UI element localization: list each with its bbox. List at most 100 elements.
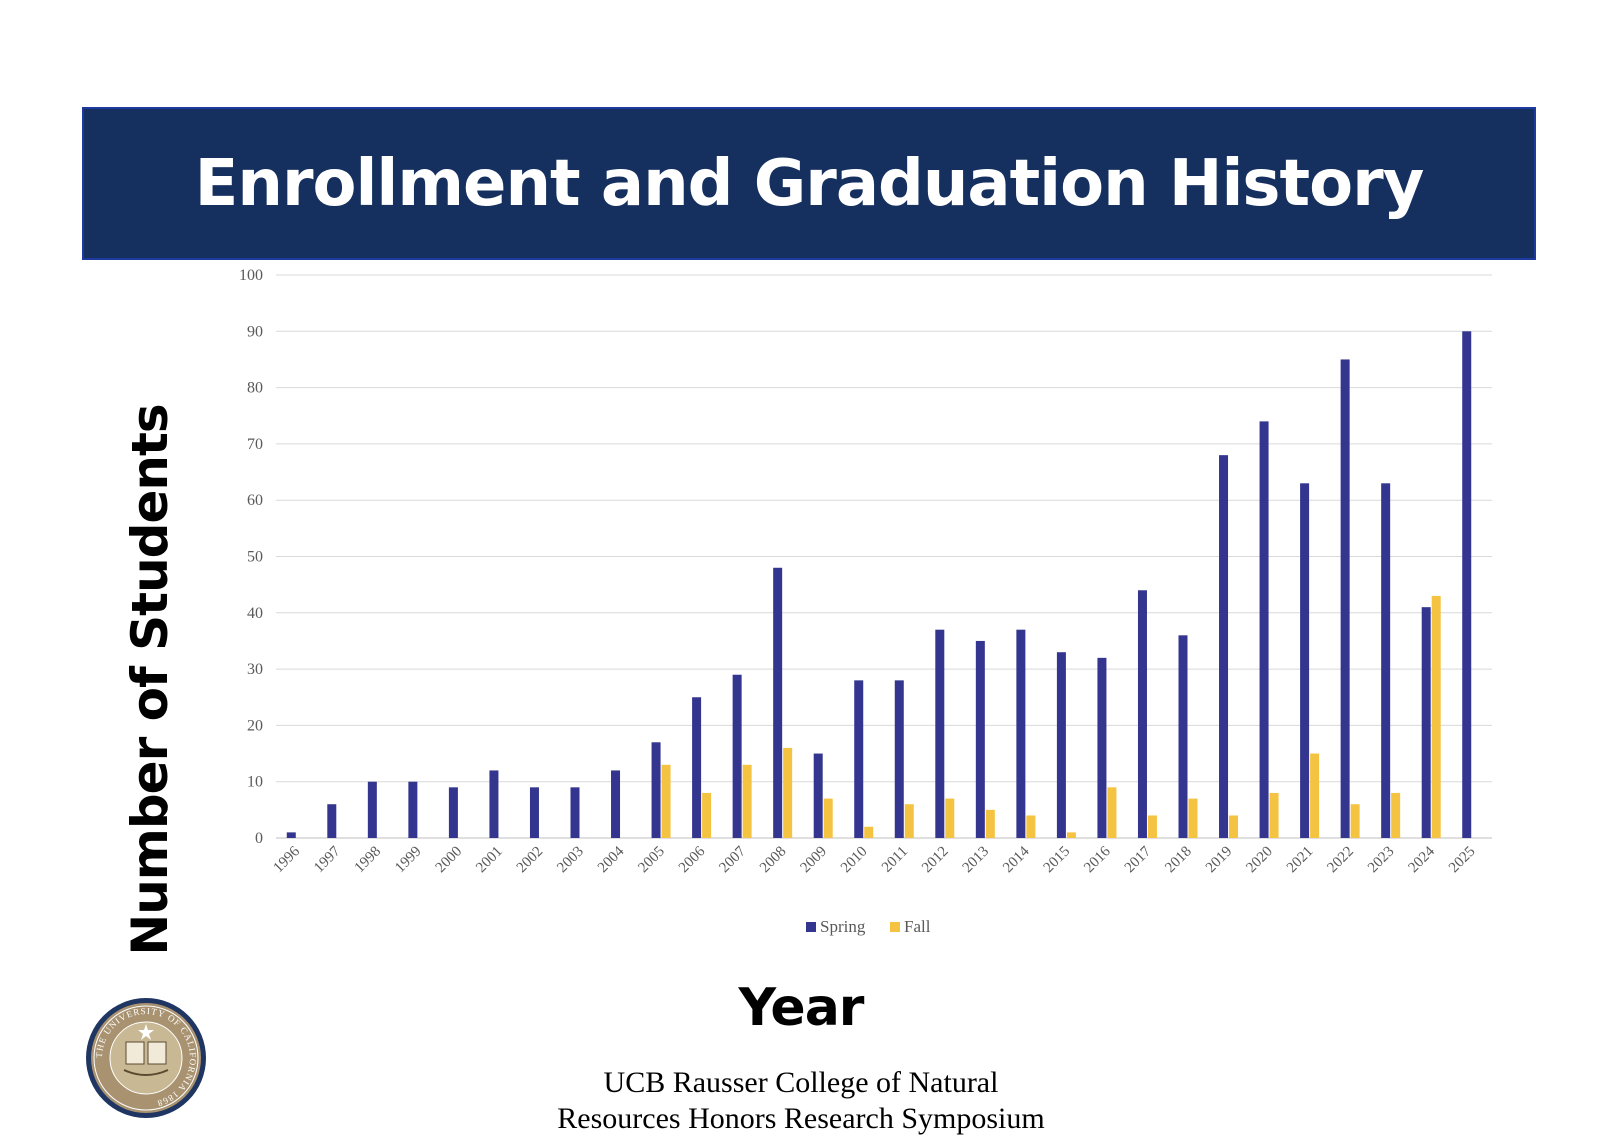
y-tick-label: 0	[255, 830, 263, 847]
y-tick-label: 80	[247, 380, 263, 397]
x-tick-label: 1996	[271, 843, 304, 876]
bar-spring-2020	[1259, 421, 1269, 838]
x-tick-label: 2003	[554, 844, 587, 877]
y-axis-label-wrap: Number of Students	[110, 380, 190, 980]
bar-fall-2010	[864, 826, 874, 838]
university-seal-icon: THE UNIVERSITY OF CALIFORNIA 1868	[86, 998, 206, 1118]
bar-spring-2014	[1016, 629, 1026, 838]
bar-fall-2011	[904, 804, 914, 838]
x-tick-label: 2020	[1243, 844, 1276, 877]
y-tick-label: 20	[247, 717, 263, 734]
bar-spring-2011	[894, 680, 904, 838]
x-tick-label: 2007	[716, 843, 749, 876]
x-tick-label: 2009	[798, 844, 831, 877]
x-tick-label: 2021	[1284, 844, 1317, 877]
x-tick-label: 2014	[1000, 843, 1033, 876]
x-tick-label: 2025	[1446, 844, 1479, 877]
bar-spring-2019	[1219, 455, 1229, 838]
bar-spring-2009	[813, 753, 823, 838]
footer-line-2: Resources Honors Research Symposium	[557, 1102, 1045, 1135]
y-tick-label: 100	[239, 267, 263, 284]
bar-fall-2013	[985, 809, 995, 838]
bar-spring-2006	[692, 697, 702, 838]
y-tick-label: 70	[247, 436, 263, 453]
bar-fall-2020	[1269, 792, 1279, 838]
y-tick-label: 50	[247, 549, 263, 566]
x-tick-label: 2016	[1081, 843, 1114, 876]
bar-fall-2022	[1350, 804, 1360, 838]
y-tick-label: 10	[247, 774, 263, 791]
x-tick-label: 2010	[838, 844, 871, 877]
bar-fall-2009	[823, 798, 833, 838]
bar-spring-1999	[408, 781, 418, 838]
bar-fall-2024	[1431, 595, 1441, 838]
bar-fall-2006	[702, 792, 712, 838]
x-tick-label: 2013	[960, 844, 993, 877]
bar-fall-2005	[661, 764, 671, 838]
y-tick-label: 40	[247, 605, 263, 622]
bar-spring-2002	[529, 787, 539, 838]
x-tick-label: 2004	[595, 843, 628, 876]
bar-fall-2018	[1188, 798, 1198, 838]
x-tick-label: 2019	[1203, 844, 1236, 877]
bar-spring-2001	[489, 770, 499, 838]
bar-spring-2005	[651, 742, 661, 838]
bar-spring-2018	[1178, 635, 1188, 838]
x-tick-label: 2005	[635, 844, 668, 877]
x-tick-label: 2023	[1365, 844, 1398, 877]
bar-fall-2008	[783, 747, 793, 838]
x-tick-label: 2018	[1162, 844, 1195, 877]
bar-spring-2016	[1097, 657, 1107, 838]
bar-spring-2003	[570, 787, 580, 838]
bar-fall-2014	[1026, 815, 1036, 838]
x-tick-label: 2000	[433, 844, 466, 877]
bar-spring-2024	[1421, 607, 1431, 838]
x-axis-label: Year	[738, 978, 865, 1038]
bar-fall-2017	[1147, 815, 1157, 838]
bar-spring-2008	[773, 567, 783, 838]
legend-swatch-fall	[890, 922, 900, 932]
x-tick-label: 2002	[514, 844, 547, 877]
bar-spring-1998	[367, 781, 377, 838]
bar-spring-2012	[935, 629, 945, 838]
legend-label-spring: Spring	[820, 917, 866, 936]
y-tick-label: 90	[247, 323, 263, 340]
bar-spring-2004	[611, 770, 621, 838]
x-tick-label: 1998	[352, 844, 385, 877]
bar-spring-2015	[1056, 652, 1066, 838]
y-tick-label: 30	[247, 661, 263, 678]
bar-fall-2016	[1107, 787, 1117, 838]
bar-spring-2017	[1137, 590, 1147, 838]
x-tick-label: 2024	[1406, 843, 1439, 876]
legend-label-fall: Fall	[904, 917, 931, 936]
footer-line-1: UCB Rausser College of Natural	[603, 1066, 999, 1099]
page-title: Enrollment and Graduation History	[194, 146, 1425, 221]
x-tick-label: 2006	[676, 843, 709, 876]
title-banner: Enrollment and Graduation History	[82, 107, 1536, 260]
bar-spring-2021	[1300, 483, 1310, 838]
bar-fall-2023	[1391, 792, 1401, 838]
legend-swatch-spring	[806, 922, 816, 932]
bar-spring-2013	[975, 640, 985, 838]
x-tick-label: 2015	[1041, 844, 1074, 877]
x-tick-label: 2008	[757, 844, 790, 877]
bar-fall-2019	[1229, 815, 1239, 838]
x-tick-label: 1997	[311, 843, 344, 876]
x-tick-label: 2011	[879, 844, 911, 876]
footer: UCB Rausser College of Natural Resources…	[0, 1065, 1602, 1137]
bar-fall-2012	[945, 798, 955, 838]
x-tick-label: 2001	[473, 844, 506, 877]
x-tick-label: 2022	[1324, 844, 1357, 877]
x-tick-label: 2017	[1122, 843, 1155, 876]
bar-fall-2007	[742, 764, 752, 838]
bar-spring-2022	[1340, 359, 1350, 838]
bar-spring-2025	[1462, 331, 1472, 838]
bar-spring-2023	[1381, 483, 1391, 838]
bar-spring-1996	[286, 832, 296, 838]
bar-spring-2007	[732, 674, 742, 838]
bar-fall-2021	[1310, 753, 1320, 838]
y-axis-label: Number of Students	[121, 404, 179, 956]
bar-spring-2010	[854, 680, 864, 838]
x-tick-label: 1999	[392, 844, 425, 877]
